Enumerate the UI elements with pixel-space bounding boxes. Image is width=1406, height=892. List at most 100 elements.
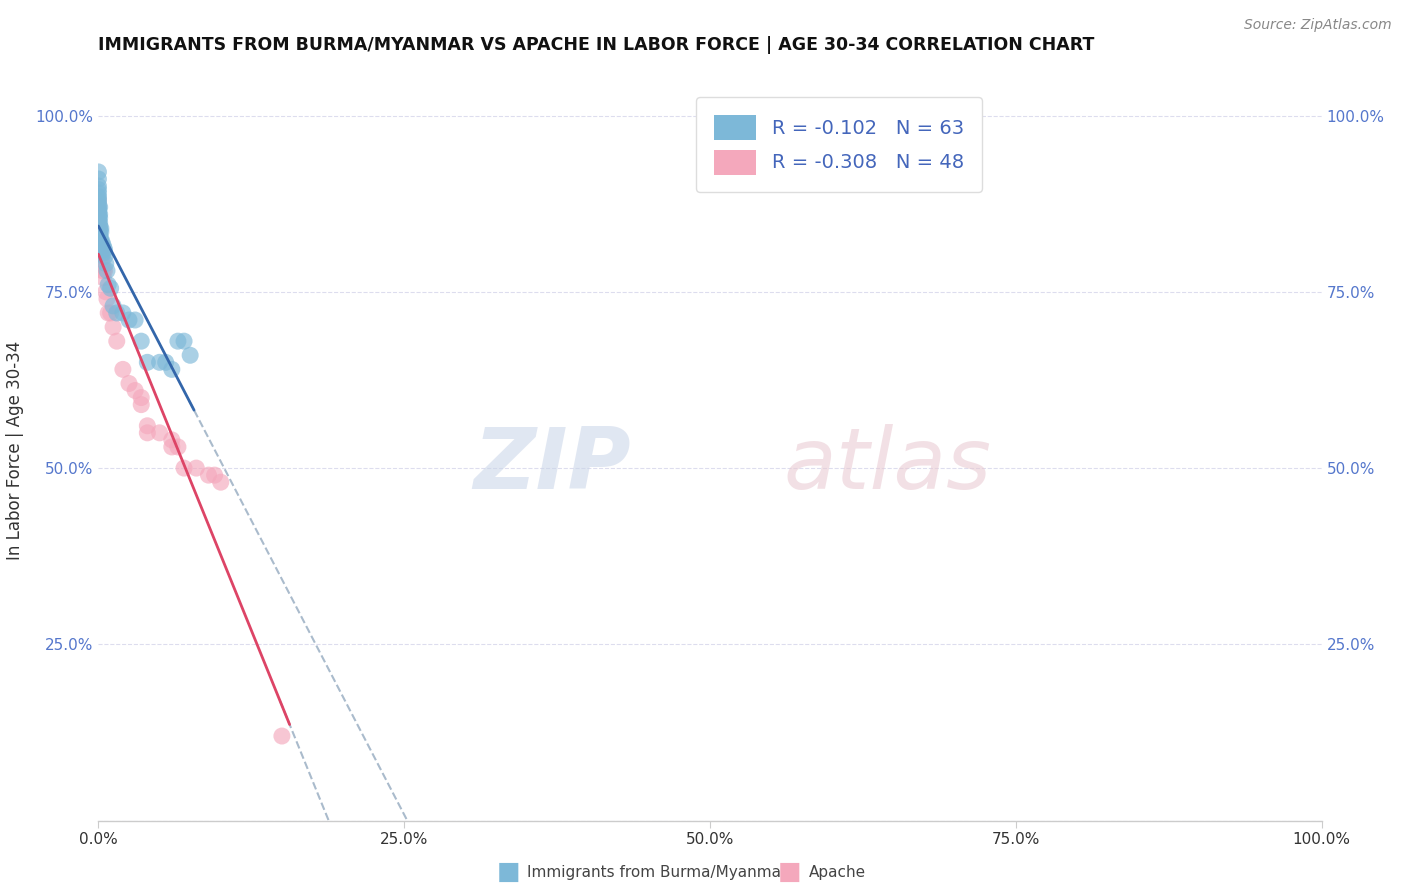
Point <box>87 243 110 257</box>
Point <box>97 277 120 292</box>
Point <box>91 244 114 258</box>
Text: ■: ■ <box>496 861 520 884</box>
Point <box>100 281 122 295</box>
Point <box>89 221 111 235</box>
Point <box>129 391 152 405</box>
Text: Immigrants from Burma/Myanmar: Immigrants from Burma/Myanmar <box>527 865 787 880</box>
Point <box>87 206 110 220</box>
Point <box>97 306 120 320</box>
Point <box>129 334 152 348</box>
Point <box>91 263 114 277</box>
Point <box>179 348 201 362</box>
Point <box>87 214 110 228</box>
Point <box>87 179 110 194</box>
Point <box>87 235 110 250</box>
Point <box>209 475 232 490</box>
Point <box>90 243 112 257</box>
Point <box>89 219 111 234</box>
Point <box>89 250 111 264</box>
Point <box>87 210 110 224</box>
Point <box>173 461 195 475</box>
Point <box>87 186 110 200</box>
Point <box>91 250 114 264</box>
Point <box>87 194 110 209</box>
Point <box>167 440 190 454</box>
Point <box>89 216 111 230</box>
Point <box>105 306 128 320</box>
Point <box>87 229 110 244</box>
Point <box>89 225 111 239</box>
Point <box>87 218 110 232</box>
Point <box>87 203 110 218</box>
Point <box>90 225 112 239</box>
Point <box>101 299 124 313</box>
Point <box>87 218 110 232</box>
Point <box>93 250 115 264</box>
Point <box>93 243 115 257</box>
Point <box>124 313 146 327</box>
Point <box>136 425 159 440</box>
Point <box>167 334 190 348</box>
Point <box>89 207 111 221</box>
Point <box>87 172 110 186</box>
Point <box>91 239 114 253</box>
Point <box>89 228 111 243</box>
Point <box>90 235 112 250</box>
Point <box>136 355 159 369</box>
Point <box>118 313 141 327</box>
Point <box>160 433 183 447</box>
Point <box>94 285 117 299</box>
Point <box>186 461 208 475</box>
Point <box>96 263 118 277</box>
Point <box>87 220 110 235</box>
Point <box>270 729 294 743</box>
Point <box>89 235 111 250</box>
Point <box>89 232 111 246</box>
Point <box>87 193 110 207</box>
Point <box>105 334 128 348</box>
Point <box>87 221 110 235</box>
Point <box>87 200 110 214</box>
Legend: R = -0.102   N = 63, R = -0.308   N = 48: R = -0.102 N = 63, R = -0.308 N = 48 <box>696 97 981 192</box>
Point <box>89 200 111 214</box>
Point <box>124 384 146 398</box>
Point <box>91 270 114 285</box>
Point <box>129 398 152 412</box>
Point <box>91 257 114 271</box>
Point <box>90 221 112 235</box>
Point <box>160 440 183 454</box>
Point <box>197 468 219 483</box>
Text: IMMIGRANTS FROM BURMA/MYANMAR VS APACHE IN LABOR FORCE | AGE 30-34 CORRELATION C: IMMIGRANTS FROM BURMA/MYANMAR VS APACHE … <box>98 36 1095 54</box>
Point <box>89 211 111 225</box>
Y-axis label: In Labor Force | Age 30-34: In Labor Force | Age 30-34 <box>7 341 24 560</box>
Point <box>89 235 111 250</box>
Point <box>89 243 111 257</box>
Point <box>87 202 110 216</box>
Point <box>96 292 118 306</box>
Text: ZIP: ZIP <box>472 424 630 507</box>
Point <box>93 263 115 277</box>
Point <box>90 236 112 251</box>
Point <box>87 165 110 179</box>
Point <box>111 306 134 320</box>
Point <box>87 223 110 237</box>
Text: Apache: Apache <box>808 865 866 880</box>
Point <box>87 183 110 197</box>
Point <box>87 219 110 234</box>
Point <box>118 376 141 391</box>
Point <box>111 362 134 376</box>
Text: Source: ZipAtlas.com: Source: ZipAtlas.com <box>1244 18 1392 32</box>
Point <box>91 246 114 260</box>
Point <box>87 192 110 206</box>
Point <box>149 355 172 369</box>
Point <box>87 214 110 228</box>
Point <box>91 235 114 250</box>
Text: ■: ■ <box>778 861 801 884</box>
Point <box>90 250 112 264</box>
Point <box>87 213 110 227</box>
Point <box>87 211 110 225</box>
Point <box>155 355 177 369</box>
Point <box>91 239 114 253</box>
Point <box>87 225 110 239</box>
Point <box>87 203 110 218</box>
